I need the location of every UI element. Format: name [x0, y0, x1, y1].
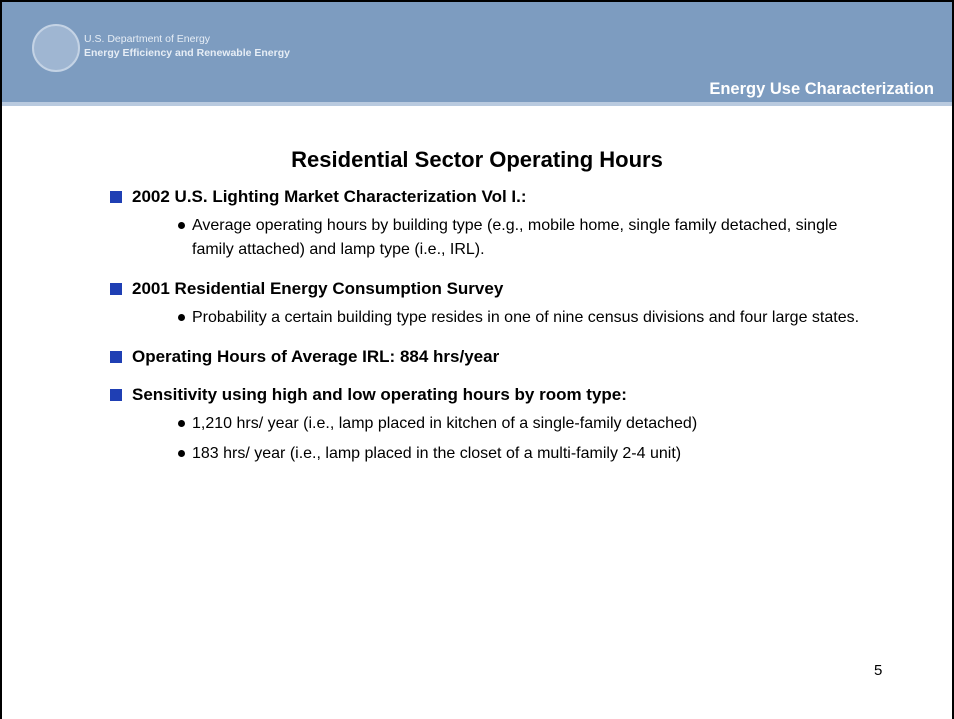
bullet-square [110, 351, 122, 363]
sub-bullet-text: Average operating hours by building type… [192, 217, 838, 258]
bullet-dot [178, 420, 185, 427]
bullet: Operating Hours of Average IRL: 884 hrs/… [108, 346, 888, 368]
bullet-dot [178, 450, 185, 457]
section-title: Energy Use Characterization [709, 80, 934, 98]
bullet-text: 2001 Residential Energy Consumption Surv… [132, 279, 504, 298]
sub-bullet: Average operating hours by building type… [178, 208, 872, 262]
sub-bullet-text: Probability a certain building type resi… [192, 309, 860, 326]
header-stripe [2, 102, 952, 106]
bullet-dot [178, 314, 185, 321]
bullet: 2001 Residential Energy Consumption Surv… [108, 278, 888, 330]
bullet-square [110, 283, 122, 295]
bullet-square [110, 191, 122, 203]
bullet: 2002 U.S. Lighting Market Characterizati… [108, 186, 888, 262]
bullet-dot [178, 222, 185, 229]
sub-bullet: 183 hrs/ year (i.e., lamp placed in the … [178, 436, 872, 466]
doe-seal [32, 24, 80, 72]
sub-bullet: Probability a certain building type resi… [178, 300, 872, 330]
bullet-square [110, 389, 122, 401]
sub-bullet: 1,210 hrs/ year (i.e., lamp placed in ki… [178, 406, 872, 436]
page-number: 5 [874, 662, 883, 679]
bullet-list: 2002 U.S. Lighting Market Characterizati… [108, 186, 888, 482]
bullet-text: Operating Hours of Average IRL: 884 hrs/… [132, 347, 500, 366]
header-band [2, 2, 952, 102]
org-line: U.S. Department of Energy [84, 33, 211, 45]
bullet-text: 2002 U.S. Lighting Market Characterizati… [132, 187, 527, 206]
slide-title: Residential Sector Operating Hours [291, 147, 663, 172]
sub-bullet-text: 1,210 hrs/ year (i.e., lamp placed in ki… [192, 415, 698, 432]
sub-bullet-text: 183 hrs/ year (i.e., lamp placed in the … [192, 445, 682, 462]
org-line: Energy Efficiency and Renewable Energy [84, 47, 290, 59]
bullet-text: Sensitivity using high and low operating… [132, 385, 627, 404]
bullet: Sensitivity using high and low operating… [108, 384, 888, 466]
